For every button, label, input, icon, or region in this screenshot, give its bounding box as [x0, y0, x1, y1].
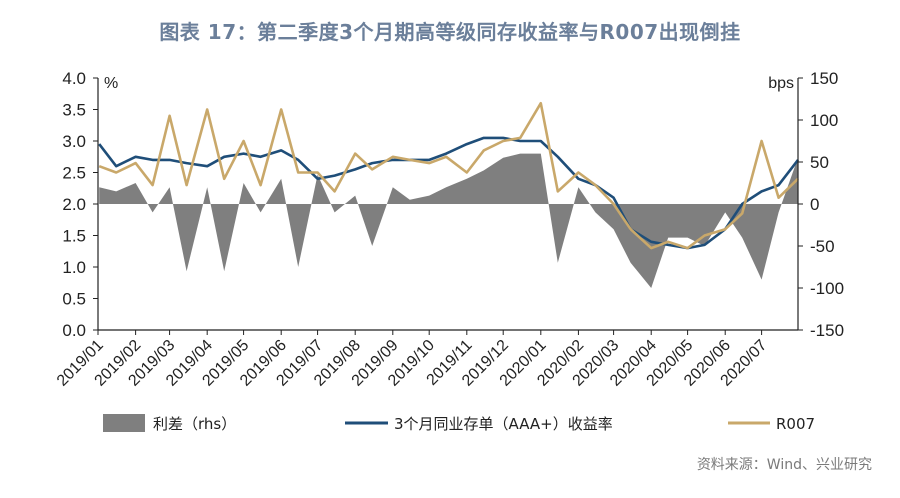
left-tick-label: 0.0 [62, 321, 86, 340]
left-tick-label: 1.5 [62, 227, 86, 246]
left-tick-label: 2.0 [62, 195, 86, 214]
r007-line [98, 101, 799, 250]
chart-title: 图表 17：第二季度3个月期高等级同存收益率与R007出现倒挂 [159, 20, 741, 44]
left-tick-label: 3.5 [62, 101, 86, 120]
legend-label-r007: R007 [776, 415, 815, 433]
right-tick-label: -150 [810, 321, 844, 340]
left-unit-label: % [104, 75, 118, 92]
left-tick-label: 3.0 [62, 132, 86, 151]
left-tick-label: 2.5 [62, 164, 86, 183]
spread-area-layer [99, 153, 798, 288]
right-tick-label: 0 [810, 195, 819, 214]
left-tick-label: 4.0 [62, 69, 86, 88]
lines-layer [98, 101, 800, 250]
left-tick-label: 0.5 [62, 290, 86, 309]
left-tick-label: 1.0 [62, 258, 86, 277]
source-note: 资料来源：Wind、兴业研究 [696, 457, 872, 473]
right-tick-label: 100 [810, 111, 838, 130]
right-unit-label: bps [768, 75, 794, 92]
right-tick-label: -100 [810, 279, 844, 298]
right-tick-label: -50 [810, 237, 835, 256]
legend: 利差（rhs） 3个月同业存单（AAA+）收益率 R007 [103, 414, 815, 433]
legend-swatch-spread [103, 414, 145, 432]
spread-area [99, 153, 798, 288]
right-tick-label: 150 [810, 69, 838, 88]
right-tick-label: 50 [810, 153, 829, 172]
legend-label-spread: 利差（rhs） [153, 415, 236, 433]
legend-label-cd-yield: 3个月同业存单（AAA+）收益率 [394, 415, 613, 433]
